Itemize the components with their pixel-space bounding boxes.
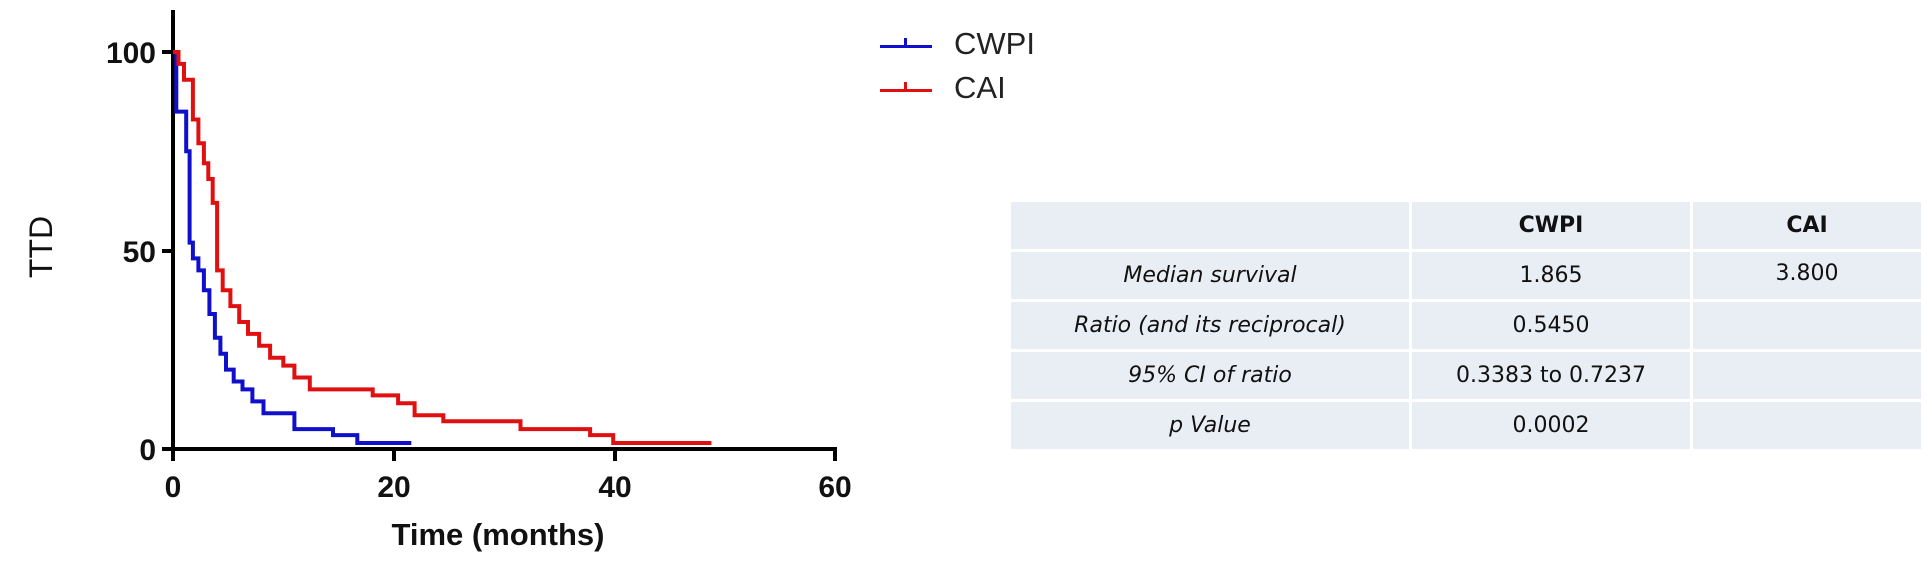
row-label: Median survival <box>1011 252 1409 299</box>
y-axis-title: TTD <box>23 216 59 278</box>
legend-swatch-cai-icon <box>880 78 932 98</box>
row-label: 95% CI of ratio <box>1011 352 1409 399</box>
survival-chart: 100 50 0 0 20 40 60 Time (months) TTD <box>23 10 852 552</box>
row-label: Ratio (and its reciprocal) <box>1011 302 1409 349</box>
row-label: p Value <box>1011 402 1409 449</box>
table-cell: 0.3383 to 0.7237 <box>1412 352 1690 399</box>
legend: CWPI CAI <box>880 22 1035 110</box>
table-cell: 1.865 <box>1412 252 1690 299</box>
x-axis-title: Time (months) <box>392 517 605 552</box>
table-row: Median survival 1.865 3.800 <box>1011 252 1921 299</box>
table-row: 95% CI of ratio 0.3383 to 0.7237 <box>1011 352 1921 399</box>
cai-curve <box>173 50 712 445</box>
table-cell: 0.5450 <box>1412 302 1690 349</box>
table-row: Ratio (and its reciprocal) 0.5450 <box>1011 302 1921 349</box>
table-header-row: CWPI CAI <box>1011 202 1921 249</box>
legend-swatch-cwpi-icon <box>880 34 932 54</box>
y-tick-label: 100 <box>106 37 156 70</box>
table-cell <box>1693 352 1921 399</box>
x-tick-label: 20 <box>377 471 410 504</box>
table-row: p Value 0.0002 <box>1011 402 1921 449</box>
legend-item-cwpi: CWPI <box>880 22 1035 66</box>
x-tick-label: 40 <box>598 471 631 504</box>
table-cell: 3.800 <box>1693 252 1921 299</box>
table-cell <box>1693 402 1921 449</box>
table-cell <box>1693 302 1921 349</box>
header-cell-cai: CAI <box>1693 202 1921 249</box>
legend-label: CWPI <box>954 26 1035 61</box>
y-tick-label: 50 <box>123 236 156 269</box>
x-tick-label: 60 <box>818 471 851 504</box>
x-tick-label: 0 <box>165 471 182 504</box>
legend-label: CAI <box>954 70 1006 105</box>
header-cell <box>1011 202 1409 249</box>
legend-item-cai: CAI <box>880 66 1035 110</box>
header-cell-cwpi: CWPI <box>1412 202 1690 249</box>
cwpi-curve <box>173 50 412 445</box>
y-tick-label: 0 <box>139 434 156 467</box>
table-cell: 0.0002 <box>1412 402 1690 449</box>
statistics-table: CWPI CAI Median survival 1.865 3.800 Rat… <box>1008 199 1924 452</box>
